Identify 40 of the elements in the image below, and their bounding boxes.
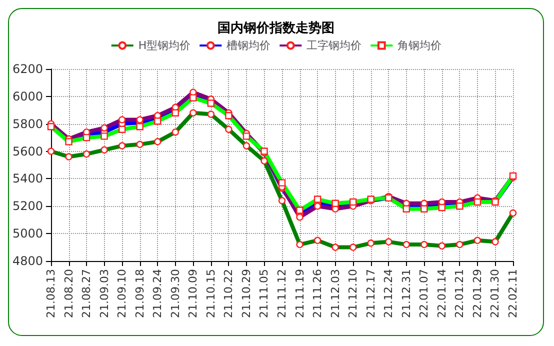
x-tick-label: 21.08.27	[80, 269, 94, 318]
x-tick-label: 22.01.21	[453, 269, 466, 318]
legend-label: H型钢均价	[138, 39, 191, 52]
x-tick-label: 21.09.18	[133, 269, 146, 318]
x-tick-label: 21.12.17	[364, 269, 378, 318]
x-tick-label: 22.01.30	[488, 269, 502, 318]
x-tick-label: 22.01.14	[435, 269, 448, 318]
x-tick-label: 21.11.26	[311, 269, 324, 318]
x-tick-label: 21.10.09	[186, 269, 200, 318]
x-tick-label: 21.08.13	[44, 269, 58, 318]
x-tick-label: 21.11.19	[293, 269, 306, 318]
y-tick-label: 6000	[12, 89, 43, 104]
y-tick-label: 5400	[12, 172, 43, 186]
x-tick-label: 21.09.30	[168, 269, 182, 318]
x-tick-label: 21.12.03	[328, 269, 342, 318]
x-tick-label: 21.12.31	[400, 269, 413, 318]
legend-label: 工字钢均价	[306, 39, 362, 52]
y-tick-label: 5000	[12, 226, 43, 241]
x-tick-label: 21.10.29	[240, 269, 253, 318]
x-tick-label: 21.11.05	[258, 269, 271, 318]
y-tick-label: 5200	[12, 199, 43, 214]
x-tick-label: 22.01.07	[418, 269, 431, 318]
x-tick-label: 21.09.03	[98, 269, 111, 318]
x-tick-label: 22.02.11	[506, 269, 520, 318]
x-tick-label: 21.10.15	[204, 269, 218, 318]
x-tick-label: 21.09.10	[116, 269, 129, 318]
y-tick-label: 4800	[12, 254, 43, 268]
legend-label: 槽钢均价	[226, 39, 271, 52]
x-tick-label: 22.01.29	[470, 269, 484, 318]
y-tick-label: 6200	[12, 62, 43, 76]
x-tick-label: 21.10.22	[222, 269, 236, 318]
x-tick-label: 21.11.12	[276, 269, 288, 318]
chart-title: 国内钢价指数走势图	[218, 20, 334, 36]
x-tick-label: 21.12.24	[382, 269, 396, 318]
x-tick-label: 21.09.24	[151, 269, 164, 318]
x-tick-label: 21.12.10	[346, 269, 360, 318]
y-tick-label: 5600	[12, 144, 43, 158]
x-tick-label: 21.08.20	[62, 269, 76, 318]
y-tick-label: 5800	[12, 116, 43, 131]
legend-label: 角钢均价	[398, 39, 442, 52]
